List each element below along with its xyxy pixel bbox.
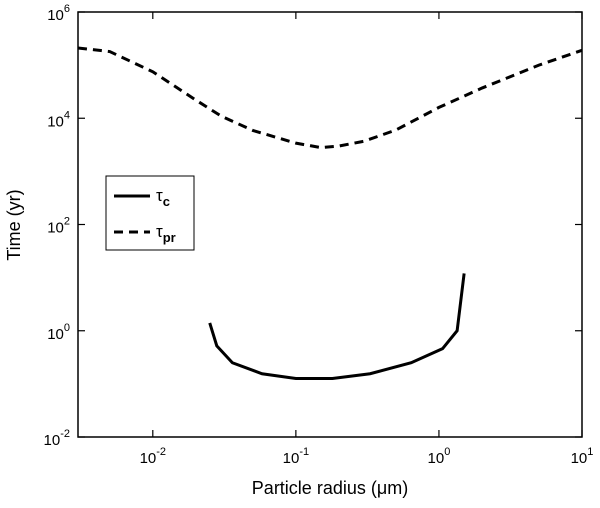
tick-label: 10-1	[283, 446, 309, 467]
legend-label: τc	[156, 186, 170, 209]
tick-base: 10	[47, 7, 64, 24]
y-axis-label: Time (yr)	[4, 189, 24, 260]
series-line	[208, 273, 466, 381]
tick-base: 10	[44, 432, 61, 449]
tick-label: 10-2	[44, 428, 70, 449]
tick-exponent: 2	[64, 216, 70, 228]
series-line	[77, 46, 583, 150]
tick-label: 106	[47, 3, 70, 24]
tick-base: 10	[428, 450, 445, 467]
tick-base: 10	[47, 113, 64, 130]
tick-label: 102	[47, 216, 70, 237]
legend-name: τ	[156, 186, 163, 205]
tick-base: 10	[283, 450, 300, 467]
tick-label: 10-2	[140, 446, 166, 467]
legend-name: τ	[156, 222, 163, 241]
tick-label: 100	[47, 322, 70, 343]
tick-exponent: 0	[444, 446, 450, 458]
tick-label: 104	[47, 109, 70, 130]
tick-base: 10	[47, 220, 64, 237]
tick-exponent: -1	[299, 446, 309, 458]
tick-exponent: 0	[64, 322, 70, 334]
tick-exponent: 1	[587, 446, 593, 458]
legend-box	[105, 175, 195, 251]
tick-base: 10	[140, 450, 157, 467]
legend-subscript: c	[163, 194, 170, 209]
tick-exponent: -2	[60, 428, 70, 440]
tick-label: 101	[571, 446, 594, 467]
tick-exponent: -2	[156, 446, 166, 458]
tick-base: 10	[571, 450, 588, 467]
tick-exponent: 6	[64, 3, 70, 15]
legend-subscript: pr	[163, 230, 176, 245]
tick-base: 10	[47, 326, 64, 343]
x-axis-label: Particle radius (μm)	[252, 478, 408, 498]
tick-exponent: 4	[64, 109, 70, 121]
tick-label: 100	[428, 446, 451, 467]
legend-label: τpr	[156, 222, 176, 245]
